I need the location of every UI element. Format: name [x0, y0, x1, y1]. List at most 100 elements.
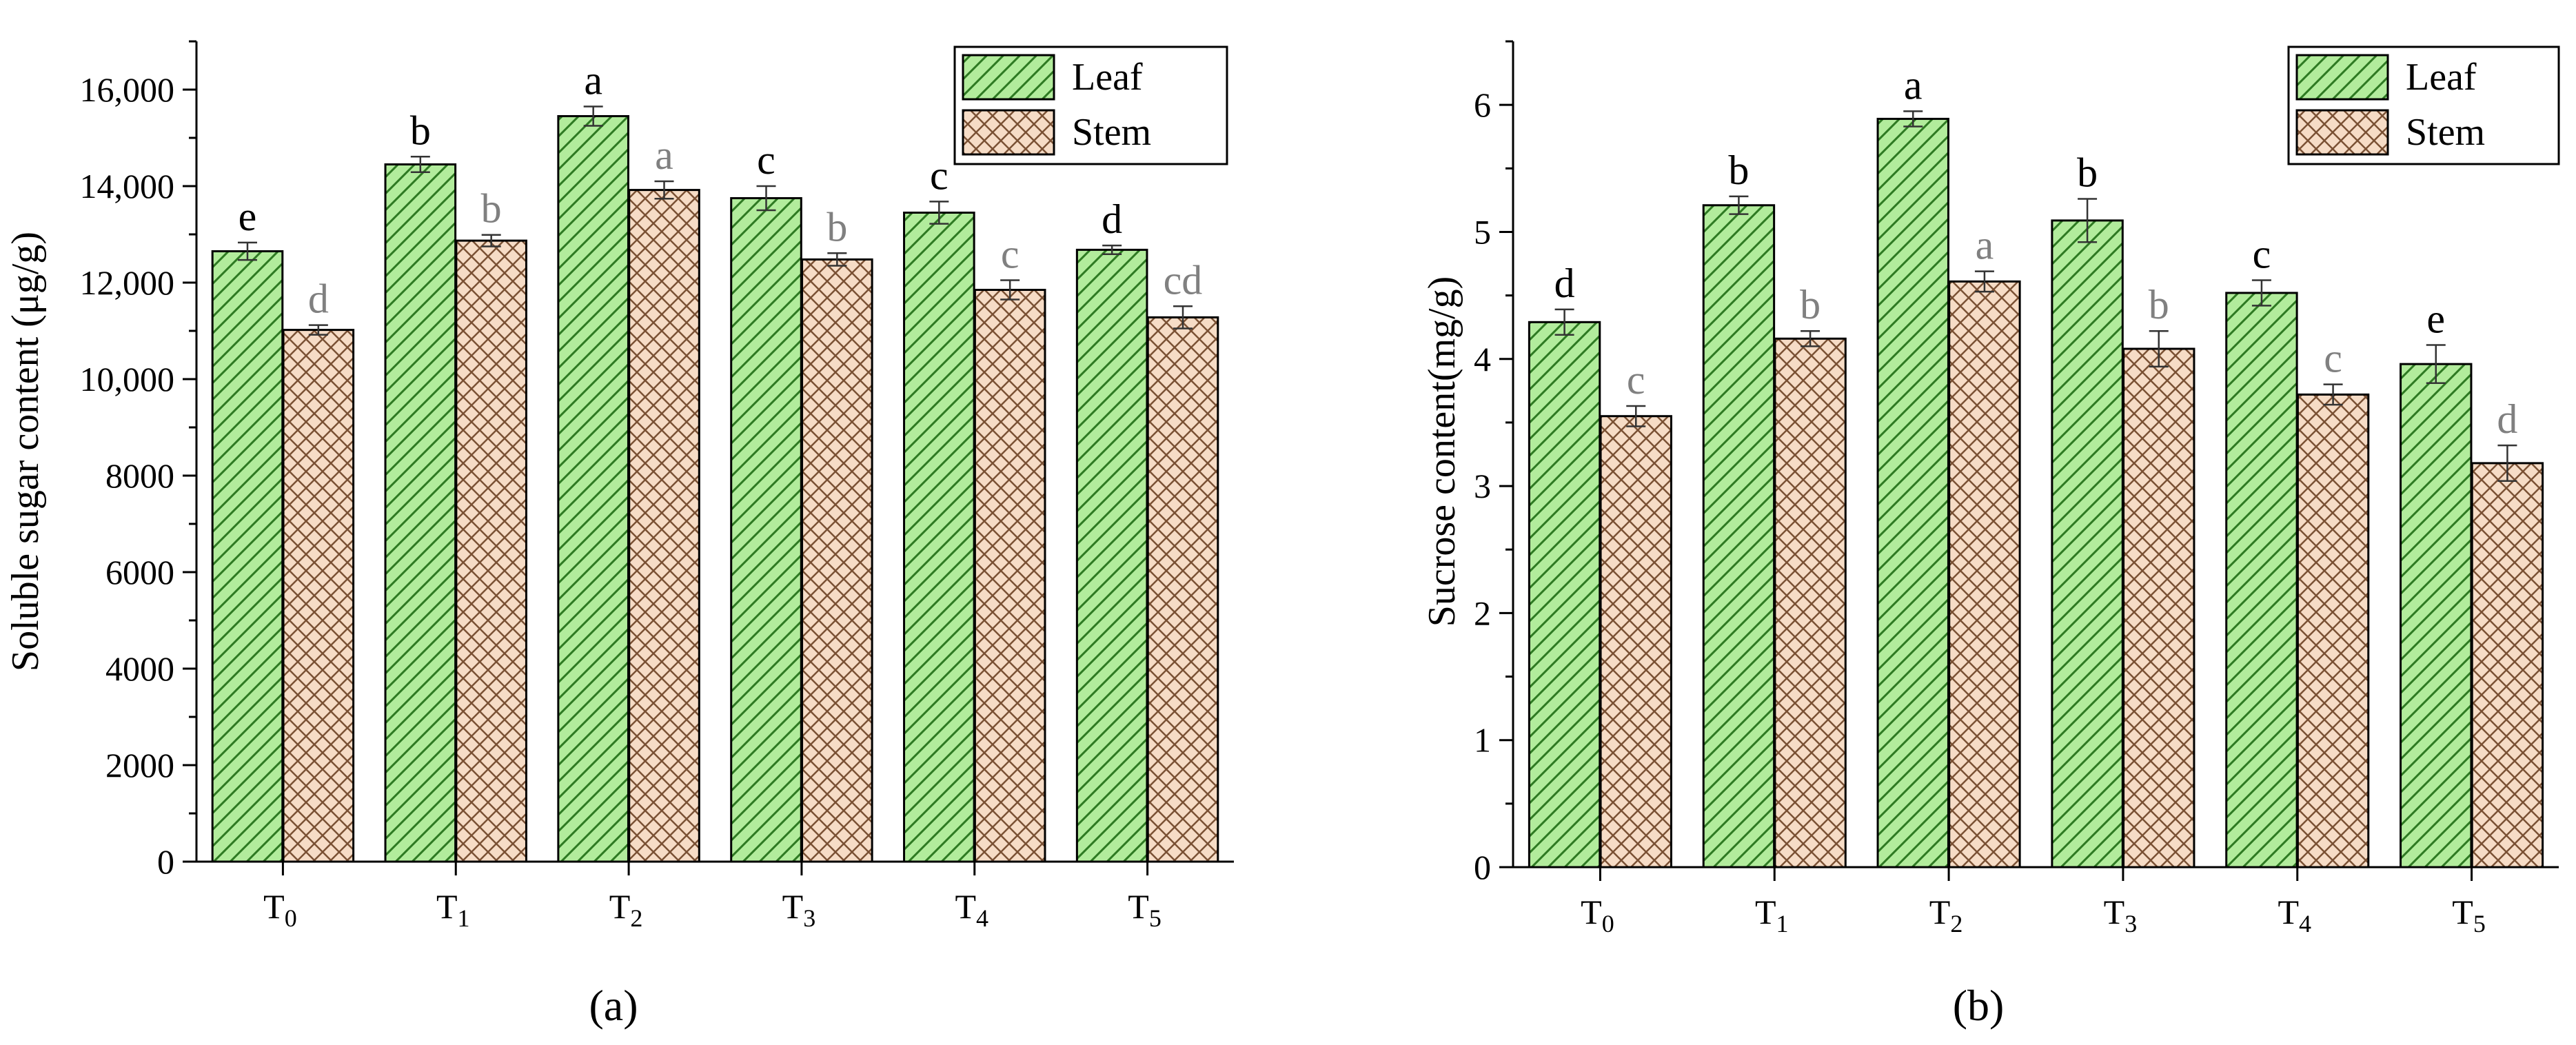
leaf-bar — [557, 115, 629, 863]
stem-bar — [1146, 316, 1219, 863]
stem-bar — [2122, 347, 2195, 869]
leaf-significance-label: c — [2253, 231, 2271, 276]
stem-error-bar — [2149, 329, 2169, 368]
stem-error-bar — [481, 234, 501, 247]
stem-bar — [1599, 415, 1672, 869]
stem-significance-label: d — [2497, 396, 2517, 442]
x-tick-label: T5 — [2452, 893, 2486, 937]
x-tick-subscript: 0 — [285, 904, 297, 932]
stem-bar — [455, 239, 527, 863]
x-tick-subscript: 1 — [1776, 910, 1789, 937]
leaf-error-bar — [410, 156, 430, 173]
leaf-significance-label: a — [1904, 62, 1923, 108]
leaf-significance-label: d — [1102, 196, 1122, 242]
leaf-legend-swatch — [962, 54, 1055, 101]
leaf-significance-label: e — [2426, 296, 2445, 341]
leaf-legend-label: Leaf — [2406, 56, 2477, 99]
leaf-error-bar — [2426, 344, 2446, 385]
y-tick-label: 4 — [1474, 340, 1491, 378]
x-tick-label: T4 — [955, 887, 988, 932]
leaf-error-bar — [756, 185, 776, 212]
x-tick-subscript: 0 — [1602, 910, 1614, 937]
x-tick-subscript: 4 — [2299, 910, 2311, 937]
x-tick-subscript: 4 — [976, 904, 988, 932]
stem-significance-label: cd — [1164, 257, 1203, 303]
y-tick-label: 6 — [1474, 85, 1491, 124]
leaf-error-bar — [1729, 195, 1749, 215]
leaf-bar — [2225, 292, 2298, 869]
leaf-error-bar — [1102, 244, 1122, 255]
stem-error-bar — [2323, 383, 2343, 406]
y-tick-label: 1 — [1474, 721, 1491, 760]
x-tick-label: T3 — [2104, 893, 2138, 937]
stem-error-bar — [1173, 305, 1193, 329]
y-axis-title: Sucrose content(mg/g) — [1421, 276, 1463, 627]
leaf-legend-swatch — [2295, 54, 2389, 101]
stem-significance-label: b — [1800, 282, 1821, 327]
x-tick-subscript: 2 — [1950, 910, 1963, 937]
stem-significance-label: b — [2149, 282, 2169, 327]
stem-legend-swatch — [2295, 109, 2389, 156]
y-tick-label: 14,000 — [80, 167, 175, 205]
leaf-error-bar — [2078, 198, 2098, 243]
x-tick-subscript: 2 — [630, 904, 642, 932]
stem-significance-label: b — [826, 204, 847, 250]
stem-legend-swatch — [962, 109, 1055, 156]
y-tick-label: 10,000 — [80, 360, 175, 398]
leaf-error-bar — [1903, 110, 1923, 128]
y-tick-label: 2000 — [105, 746, 174, 784]
leaf-bar — [1528, 321, 1601, 869]
stem-bar — [973, 289, 1046, 863]
stem-significance-label: a — [1976, 223, 1994, 268]
stem-bar — [801, 258, 873, 863]
x-tick-label: T1 — [1755, 893, 1789, 937]
leaf-bar — [903, 212, 975, 863]
stem-bar — [1948, 280, 2021, 869]
stem-bar — [2471, 462, 2544, 869]
stem-significance-label: b — [481, 186, 502, 232]
x-tick-subscript: 5 — [2473, 910, 2486, 937]
leaf-significance-label: d — [1554, 261, 1575, 306]
leaf-significance-label: c — [930, 152, 949, 198]
leaf-significance-label: b — [2077, 150, 2098, 196]
y-tick-label: 16,000 — [80, 70, 175, 109]
y-axis-title: Soluble sugar content (μg/g) — [4, 232, 47, 671]
x-tick-label: T2 — [1929, 893, 1963, 937]
y-tick-label: 6000 — [105, 553, 174, 591]
leaf-significance-label: c — [757, 137, 775, 183]
panel-label: (a) — [589, 981, 638, 1030]
stem-significance-label: a — [655, 132, 673, 178]
leaf-bar — [2051, 219, 2124, 869]
y-tick-label: 4000 — [105, 649, 174, 688]
stem-significance-label: c — [2324, 336, 2342, 381]
stem-legend-label: Stem — [1072, 111, 1151, 154]
leaf-bar — [211, 250, 284, 863]
stem-error-bar — [1801, 329, 1821, 347]
leaf-bar — [2400, 363, 2473, 869]
stem-error-bar — [1626, 405, 1646, 427]
x-tick-label: T0 — [1581, 893, 1614, 937]
leaf-bar — [1876, 117, 1949, 869]
x-tick-subscript: 5 — [1149, 904, 1162, 932]
stem-significance-label: c — [1001, 232, 1020, 277]
leaf-significance-label: a — [584, 58, 602, 103]
x-tick-label: T5 — [1128, 887, 1162, 932]
leaf-bar — [1702, 204, 1776, 869]
x-tick-label: T4 — [2278, 893, 2311, 937]
x-tick-label: T0 — [263, 887, 297, 932]
stem-bar — [2296, 393, 2370, 869]
leaf-significance-label: e — [239, 194, 257, 239]
leaf-bar — [384, 163, 457, 863]
stem-error-bar — [827, 252, 847, 267]
x-tick-subscript: 1 — [458, 904, 470, 932]
y-tick-label: 5 — [1474, 212, 1491, 251]
sucrose-chart: d b a b c e c b a b c d 0 1 2 3 4 5 6 T0 T1 T2 T3 T4 T5 Sucrose c… — [1421, 40, 2560, 1030]
leaf-error-bar — [2251, 279, 2271, 307]
x-tick-label: T3 — [782, 887, 816, 932]
y-tick-label: 0 — [157, 842, 174, 881]
stem-bar — [628, 189, 700, 863]
y-tick-label: 12,000 — [80, 263, 175, 302]
leaf-legend-label: Leaf — [1072, 56, 1143, 99]
stem-error-bar — [2497, 444, 2517, 482]
